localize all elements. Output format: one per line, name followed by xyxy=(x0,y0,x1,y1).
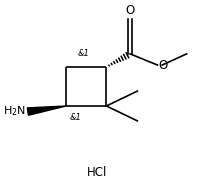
Text: O: O xyxy=(158,58,168,72)
Text: H$_2$N: H$_2$N xyxy=(3,105,26,119)
Text: &1: &1 xyxy=(70,113,82,122)
Text: HCl: HCl xyxy=(87,166,107,179)
Text: O: O xyxy=(125,4,135,17)
Text: &1: &1 xyxy=(78,49,90,58)
Polygon shape xyxy=(27,106,66,115)
